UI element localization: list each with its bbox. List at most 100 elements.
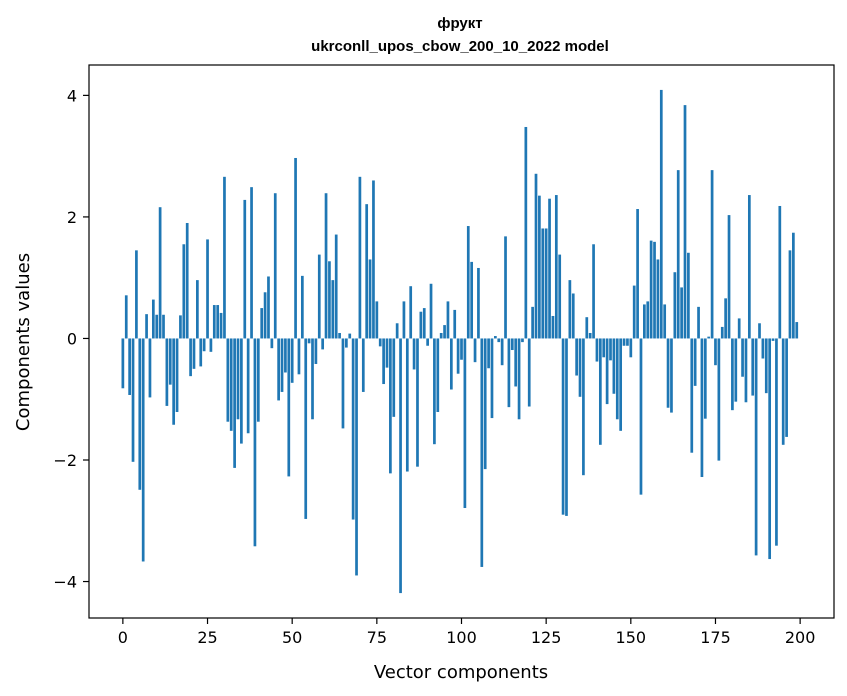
bar-59 [321,338,325,350]
bar-37 [246,338,250,434]
bar-29 [219,312,223,339]
bar-158 [656,259,660,339]
bar-18 [182,244,186,339]
bar-148 [622,338,626,346]
bar-9 [151,299,155,339]
bar-177 [720,326,724,339]
bar-93 [436,338,440,412]
bar-30 [223,176,226,339]
bar-189 [761,338,765,359]
bar-155 [646,301,650,339]
bar-194 [778,205,782,339]
bar-107 [483,338,487,470]
bar-163 [673,272,677,339]
bar-57 [314,338,318,364]
bar-195 [781,338,785,445]
bar-149 [626,338,629,346]
bar-144 [609,338,612,361]
bar-179 [727,215,731,339]
bar-32 [229,338,233,431]
bar-49 [287,338,291,477]
bar-89 [422,308,426,339]
bar-27 [212,305,216,339]
bar-192 [771,338,775,341]
bar-76 [378,338,382,347]
bar-20 [189,338,192,377]
bar-167 [687,252,690,339]
bar-24 [202,338,206,352]
bar-161 [666,338,670,408]
bar-97 [449,338,453,390]
bar-125 [544,228,548,339]
bar-58 [317,254,321,339]
bar-4 [135,250,138,339]
bar-156 [649,240,653,339]
bar-134 [575,338,578,376]
x-tick-label: 25 [197,628,217,647]
bar-33 [233,338,236,468]
bar-46 [277,338,280,401]
bar-122 [534,173,538,339]
bar-171 [700,338,704,478]
bar-36 [243,199,247,339]
bar-127 [551,315,555,339]
bar-184 [744,338,748,403]
chart-title-line2: ukrconll_upos_cbow_200_10_2022 model [311,38,609,55]
bar-183 [741,338,744,377]
bar-138 [588,332,592,339]
bar-176 [717,338,721,461]
bar-6 [141,338,145,562]
y-tick-label: 4 [67,86,77,105]
bar-199 [795,322,799,339]
bar-114 [507,338,511,408]
bar-53 [300,275,304,339]
bar-142 [602,338,606,358]
bar-101 [463,338,467,509]
bar-136 [582,338,585,476]
bar-174 [710,170,714,339]
bar-172 [703,338,707,419]
bar-124 [541,228,545,339]
bar-13 [165,338,169,406]
bar-88 [419,311,423,339]
bar-10 [155,314,159,339]
y-tick-label: 2 [67,208,77,227]
bar-185 [747,195,751,339]
bar-70 [358,176,362,339]
bar-143 [605,338,609,405]
bar-140 [595,338,599,362]
bar-118 [521,338,524,343]
x-tick-label: 150 [616,628,647,647]
bar-105 [477,267,480,339]
bar-90 [426,338,429,346]
bar-99 [456,338,460,374]
bar-14 [168,338,172,385]
bar-139 [592,244,595,339]
bar-166 [683,105,687,339]
bar-188 [758,323,761,339]
bar-5 [138,338,142,490]
bar-180 [731,338,734,411]
bar-191 [768,338,772,560]
bar-8 [148,338,152,398]
bar-104 [473,338,477,363]
bar-19 [185,223,189,339]
bar-133 [571,293,575,339]
bar-94 [439,332,443,339]
bar-162 [670,338,673,413]
bar-7 [145,314,148,339]
bar-121 [531,306,534,339]
bar-44 [270,338,274,349]
bar-1 [124,295,128,339]
bar-123 [538,195,541,339]
bar-74 [372,180,375,339]
y-tick-label: 0 [67,329,77,348]
bar-16 [175,338,179,412]
bar-62 [331,280,335,339]
bar-168 [690,338,694,453]
bar-54 [304,338,308,519]
bar-169 [693,338,697,386]
bar-145 [612,338,616,394]
bar-66 [345,338,348,348]
